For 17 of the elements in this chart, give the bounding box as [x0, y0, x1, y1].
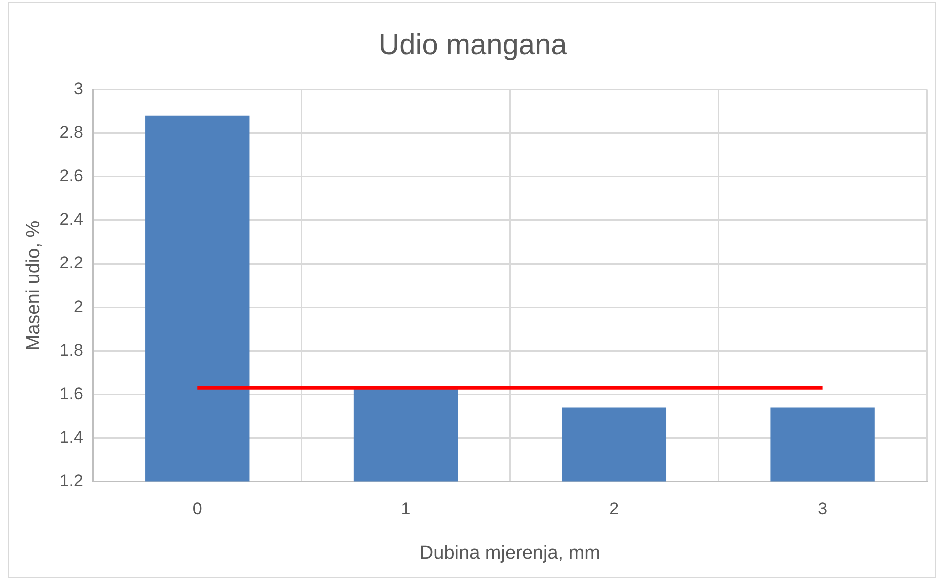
y-tick-label: 2.6 — [60, 166, 84, 186]
y-axis-title: Maseni udio, % — [24, 220, 45, 351]
y-tick-label: 2.8 — [60, 123, 84, 142]
y-tick-label: 1.6 — [60, 384, 84, 404]
y-tick-label: 1.2 — [60, 471, 84, 490]
y-tick-label: 2.2 — [60, 254, 84, 273]
x-tick-label: 2 — [610, 500, 620, 519]
x-tick-label: 0 — [192, 500, 202, 519]
y-tick-label: 3 — [74, 79, 84, 98]
x-tick-label: 1 — [401, 500, 411, 519]
x-axis-title: Dubina mjerenja, mm — [420, 542, 601, 564]
y-tick-label: 2.4 — [60, 210, 84, 230]
y-tick-label: 2 — [74, 297, 84, 316]
y-tick-label: 1.8 — [60, 340, 84, 360]
x-tick-label: 3 — [818, 500, 828, 519]
chart-title: Udio mangana — [378, 29, 568, 62]
y-tick-label: 1.4 — [60, 428, 84, 447]
